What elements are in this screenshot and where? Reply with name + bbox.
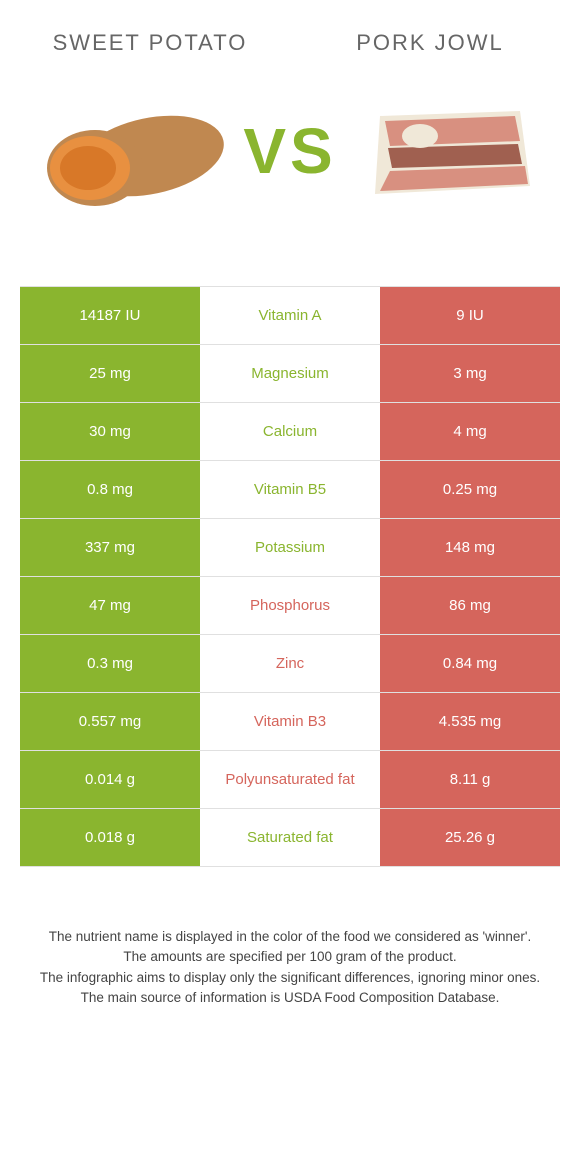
table-row: 0.018 gSaturated fat25.26 g [20, 809, 560, 867]
right-food-title: Pork jowl [330, 30, 530, 56]
header-row: Sweet potato Pork jowl [20, 30, 560, 56]
left-value: 0.3 mg [20, 635, 200, 692]
footer-line: The amounts are specified per 100 gram o… [20, 947, 560, 967]
left-value: 47 mg [20, 577, 200, 634]
right-value: 9 IU [380, 287, 560, 344]
nutrient-name: Potassium [200, 519, 380, 576]
pork-jowl-image [350, 86, 550, 216]
footer-line: The infographic aims to display only the… [20, 968, 560, 988]
table-row: 337 mgPotassium148 mg [20, 519, 560, 577]
left-value: 0.014 g [20, 751, 200, 808]
table-row: 0.014 gPolyunsaturated fat8.11 g [20, 751, 560, 809]
table-row: 0.8 mgVitamin B50.25 mg [20, 461, 560, 519]
left-value: 0.018 g [20, 809, 200, 866]
nutrient-name: Zinc [200, 635, 380, 692]
table-row: 30 mgCalcium4 mg [20, 403, 560, 461]
table-row: 0.3 mgZinc0.84 mg [20, 635, 560, 693]
table-row: 47 mgPhosphorus86 mg [20, 577, 560, 635]
right-value: 25.26 g [380, 809, 560, 866]
left-value: 0.557 mg [20, 693, 200, 750]
right-value: 148 mg [380, 519, 560, 576]
right-value: 86 mg [380, 577, 560, 634]
table-row: 14187 IUVitamin A9 IU [20, 287, 560, 345]
nutrient-name: Phosphorus [200, 577, 380, 634]
nutrient-name: Vitamin A [200, 287, 380, 344]
nutrient-name: Magnesium [200, 345, 380, 402]
vs-label: VS [243, 114, 336, 188]
footer-line: The nutrient name is displayed in the co… [20, 927, 560, 947]
nutrient-name: Calcium [200, 403, 380, 460]
table-row: 0.557 mgVitamin B34.535 mg [20, 693, 560, 751]
left-value: 14187 IU [20, 287, 200, 344]
left-value: 30 mg [20, 403, 200, 460]
nutrient-name: Vitamin B3 [200, 693, 380, 750]
right-value: 3 mg [380, 345, 560, 402]
images-row: VS [20, 86, 560, 216]
right-value: 4.535 mg [380, 693, 560, 750]
left-value: 337 mg [20, 519, 200, 576]
footer-line: The main source of information is USDA F… [20, 988, 560, 1008]
right-value: 4 mg [380, 403, 560, 460]
nutrient-name: Vitamin B5 [200, 461, 380, 518]
nutrient-name: Saturated fat [200, 809, 380, 866]
left-food-title: Sweet potato [50, 30, 250, 56]
nutrient-name: Polyunsaturated fat [200, 751, 380, 808]
right-value: 0.25 mg [380, 461, 560, 518]
right-value: 8.11 g [380, 751, 560, 808]
table-row: 25 mgMagnesium3 mg [20, 345, 560, 403]
sweet-potato-image [30, 86, 230, 216]
right-value: 0.84 mg [380, 635, 560, 692]
left-value: 0.8 mg [20, 461, 200, 518]
footer-notes: The nutrient name is displayed in the co… [20, 927, 560, 1008]
left-value: 25 mg [20, 345, 200, 402]
nutrient-table: 14187 IUVitamin A9 IU25 mgMagnesium3 mg3… [20, 286, 560, 867]
